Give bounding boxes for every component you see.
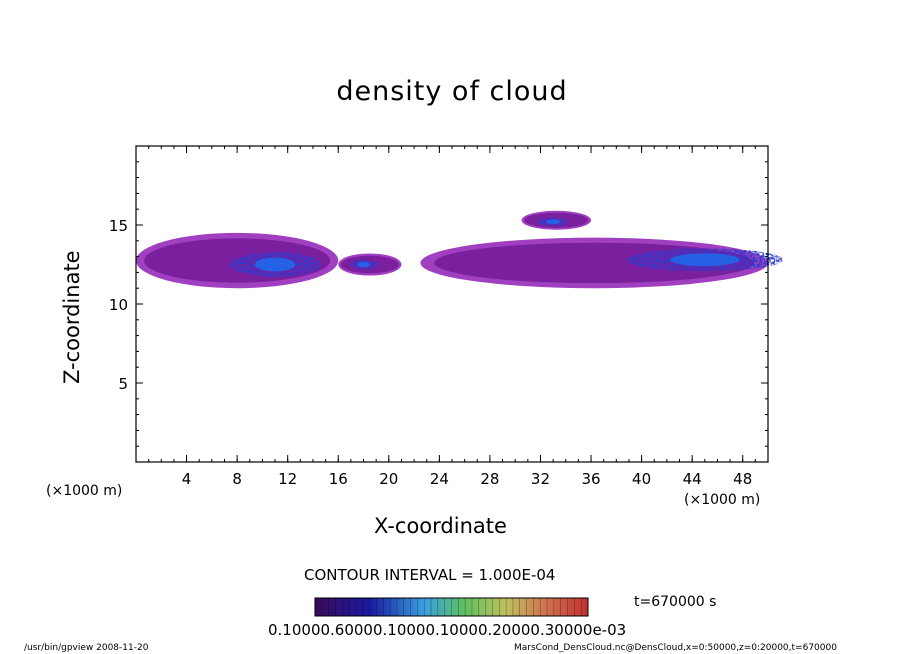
contour-interval: CONTOUR INTERVAL = 1.000E-04 [304, 566, 556, 584]
cloud-left-tail [338, 253, 402, 276]
x-tick-label-40: 40 [632, 470, 651, 488]
x-tick-label-4: 4 [182, 470, 192, 488]
x-axis-unit-left: (×1000 m) [46, 483, 123, 499]
footer-left: /usr/bin/gpview 2008-11-20 [24, 643, 149, 653]
x-tick-label-16: 16 [329, 470, 348, 488]
y-axis-label: Z-coordinate [60, 250, 84, 384]
x-tick-label-8: 8 [232, 470, 242, 488]
plot-frame [135, 145, 769, 463]
x-tick-label-28: 28 [480, 470, 499, 488]
cloud-peak [254, 257, 296, 272]
x-tick-label-36: 36 [581, 470, 600, 488]
cloud-left-bank [136, 232, 339, 289]
cloud-peak [670, 253, 740, 267]
x-tick-label-24: 24 [430, 470, 449, 488]
x-tick-label-44: 44 [683, 470, 702, 488]
cloud-peak [546, 219, 561, 225]
cloud-upper-patch [521, 210, 592, 230]
footer-right: MarsCond_DensCloud.nc@DensCloud,x=0:5000… [514, 643, 837, 653]
y-tick-label-10: 10 [109, 296, 128, 314]
chart-title: density of cloud [336, 76, 568, 107]
colorbar-labels: 0.10000.60000.10000.10000.20000.30000e-0… [268, 621, 627, 639]
x-axis-unit-right: (×1000 m) [684, 492, 761, 508]
cloud-peak [357, 261, 370, 268]
cloud-layer [136, 210, 784, 289]
x-tick-label-20: 20 [379, 470, 398, 488]
colorbar [314, 597, 589, 617]
x-tick-label-12: 12 [278, 470, 297, 488]
y-tick-label-5: 5 [118, 375, 128, 393]
cloud-right-bank [420, 237, 784, 289]
x-tick-label-48: 48 [733, 470, 752, 488]
time-label: t=670000 s [634, 594, 717, 610]
x-tick-label-32: 32 [531, 470, 550, 488]
y-tick-label-15: 15 [109, 217, 128, 235]
x-axis-label: X-coordinate [374, 514, 507, 538]
